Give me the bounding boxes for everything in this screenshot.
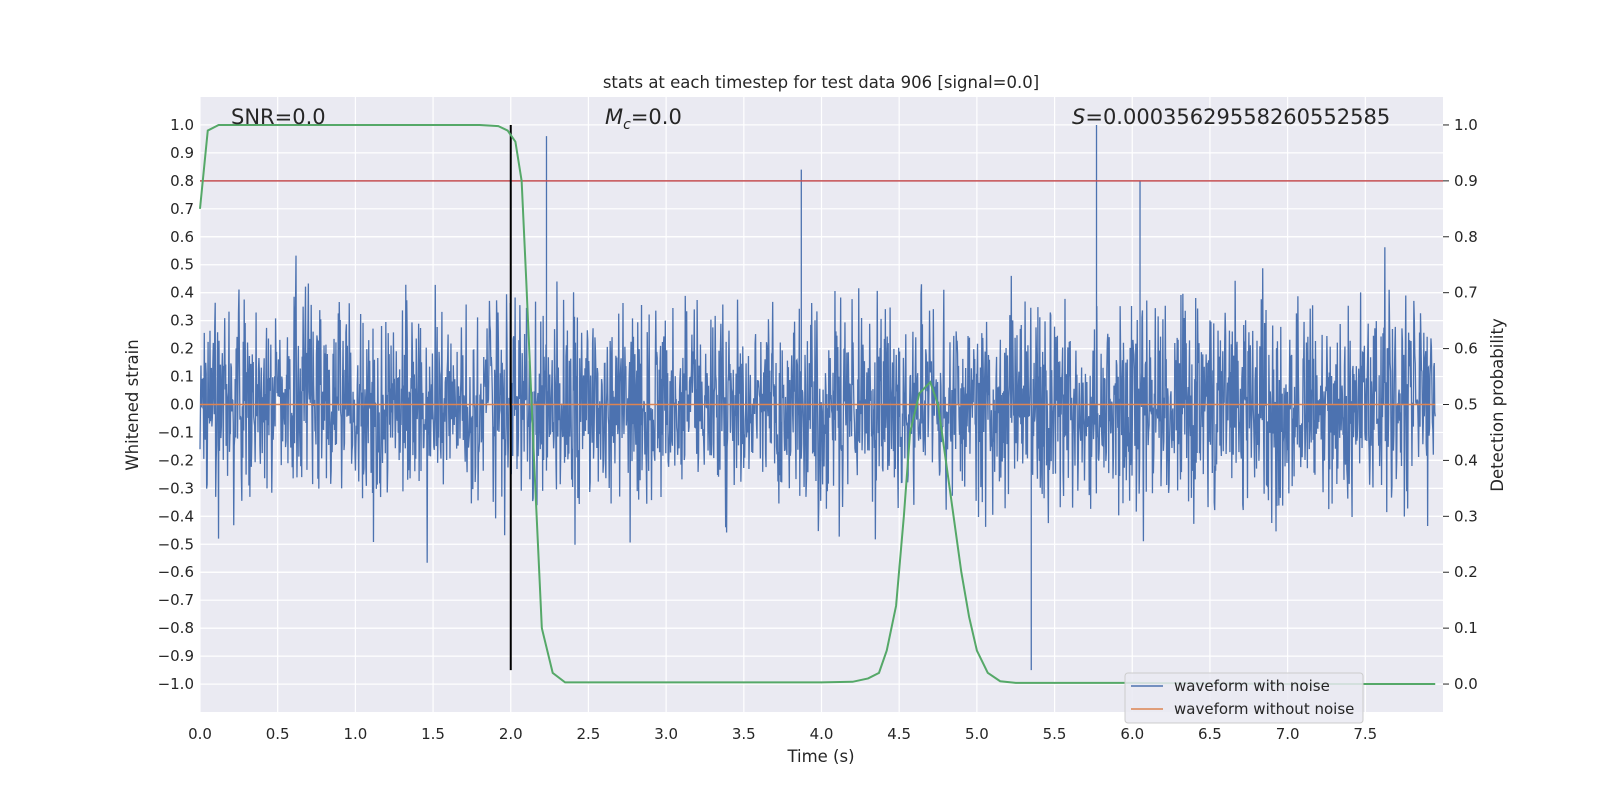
y-tick-label: −0.4	[158, 507, 194, 525]
y2-tick-label: 0.0	[1454, 675, 1478, 693]
chirp-mass-subscript: c	[623, 117, 631, 133]
x-tick-label: 4.5	[887, 725, 911, 743]
y-tick-label: 0.6	[170, 228, 194, 246]
x-tick-label: 6.5	[1198, 725, 1222, 743]
x-tick-label: 4.0	[810, 725, 834, 743]
y-tick-label: 0.7	[170, 200, 194, 218]
legend: waveform with noise waveform without noi…	[1124, 672, 1364, 724]
chart-title: stats at each timestep for test data 906…	[603, 73, 1039, 92]
y2-tick-label: 0.1	[1454, 619, 1478, 637]
y-tick-label: −0.9	[158, 647, 194, 665]
series-detection-probability	[199, 123, 1436, 686]
y2-tick-label: 0.8	[1454, 228, 1478, 246]
y-tick-label: 0.9	[170, 144, 194, 162]
y2-tick-label: 0.5	[1454, 396, 1478, 414]
x-tick-label: 7.5	[1353, 725, 1377, 743]
y-tick-label: 0.8	[170, 172, 194, 190]
y2-tick-label: 0.3	[1454, 507, 1478, 525]
noise-waveform-series	[199, 124, 1436, 671]
y-tick-label: −0.8	[158, 619, 194, 637]
y2-tick-label: 1.0	[1454, 116, 1478, 134]
y-tick-label: 0.3	[170, 312, 194, 330]
y-tick-label: 0.0	[170, 396, 194, 414]
y2-axis-label: Detection probability	[1488, 318, 1507, 492]
y2-axis-ticks: 1.0 0.9 0.8 0.7 0.6 0.5 0.4 0.3 0.2 0.1 0.0	[1443, 116, 1478, 693]
series-waveform-with-noise	[199, 124, 1436, 671]
x-tick-label: 3.5	[732, 725, 756, 743]
legend-box	[1124, 672, 1364, 724]
y-tick-label: 0.2	[170, 340, 194, 358]
y-tick-label: −0.6	[158, 563, 194, 581]
x-tick-label: 3.0	[654, 725, 678, 743]
y-tick-label: −0.2	[158, 451, 194, 469]
chirp-mass-symbol: M	[605, 105, 623, 129]
legend-label-clean: waveform without noise	[1174, 700, 1354, 718]
x-tick-label: 6.0	[1120, 725, 1144, 743]
y-tick-label: −1.0	[158, 675, 194, 693]
y2-tick-label: 0.2	[1454, 563, 1478, 581]
x-tick-label: 1.5	[421, 725, 445, 743]
y2-tick-label: 0.4	[1454, 451, 1478, 469]
x-tick-label: 5.5	[1043, 725, 1067, 743]
y2-tick-label: 0.9	[1454, 172, 1478, 190]
x-tick-label: 2.5	[577, 725, 601, 743]
x-axis-label: Time (s)	[786, 747, 854, 766]
chirp-mass-value: =0.0	[631, 105, 682, 129]
y-axis-ticks: 1.0 0.9 0.8 0.7 0.6 0.5 0.4 0.3 0.2 0.1 0.0 −0.1 −0.…	[158, 116, 194, 693]
s-annotation: S=0.00035629558260552585	[1072, 105, 1390, 129]
x-tick-label: 5.0	[965, 725, 989, 743]
y-tick-label: 0.1	[170, 368, 194, 386]
y2-tick-label: 0.7	[1454, 284, 1478, 302]
s-symbol: S	[1072, 105, 1085, 129]
y2-tick-label: 0.6	[1454, 340, 1478, 358]
chirp-mass-annotation: Mc=0.0	[605, 105, 682, 133]
x-tick-label: 0.5	[266, 725, 290, 743]
x-tick-label: 7.0	[1276, 725, 1300, 743]
s-value: =0.00035629558260552585	[1085, 105, 1390, 129]
series-lines	[199, 123, 1443, 686]
y-tick-label: −0.3	[158, 479, 194, 497]
x-axis-ticks: 0.0 0.5 1.0 1.5 2.0 2.5 3.0 3.5 4.0 4.5 5.0 5.5 6.0 6…	[188, 725, 1377, 743]
legend-label-noise: waveform with noise	[1174, 677, 1330, 695]
y-tick-label: −0.7	[158, 591, 194, 609]
x-tick-label: 1.0	[343, 725, 367, 743]
snr-annotation: SNR=0.0	[231, 105, 326, 129]
x-tick-label: 2.0	[499, 725, 523, 743]
y-tick-label: 0.5	[170, 256, 194, 274]
y-tick-label: −0.1	[158, 423, 194, 441]
y-tick-label: −0.5	[158, 535, 194, 553]
y-tick-label: 1.0	[170, 116, 194, 134]
y-axis-label: Whitened strain	[123, 339, 142, 470]
y-tick-label: 0.4	[170, 284, 194, 302]
x-tick-label: 0.0	[188, 725, 212, 743]
